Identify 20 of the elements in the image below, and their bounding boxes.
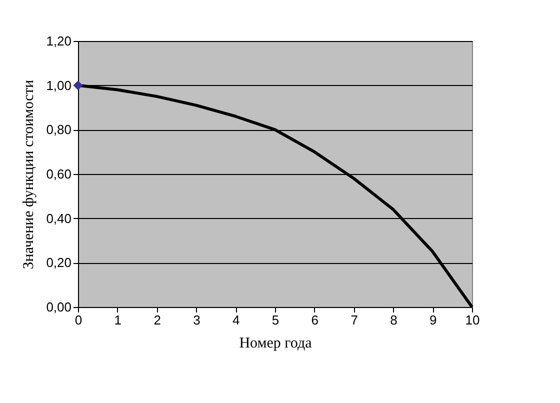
x-tick-label: 3 xyxy=(193,312,200,328)
x-tick-label: 6 xyxy=(311,312,319,328)
y-tick-label: 0,60 xyxy=(46,166,72,182)
x-tick-label: 10 xyxy=(465,312,480,328)
x-tick-label: 4 xyxy=(232,312,240,328)
x-tick-label: 1 xyxy=(114,312,122,328)
x-tick-label: 9 xyxy=(429,312,437,328)
y-axis-title: Значение функции стоимости xyxy=(21,80,38,270)
x-tick-label: 8 xyxy=(390,312,398,328)
y-tick-label: 0,20 xyxy=(46,255,72,270)
x-axis-title: Номер года xyxy=(239,336,312,352)
x-tick-label: 5 xyxy=(272,312,280,328)
x-tick-label: 2 xyxy=(154,312,161,328)
x-tick-label: 0 xyxy=(74,312,82,328)
x-tick-label: 7 xyxy=(350,312,358,328)
y-tick-label: 1,00 xyxy=(46,78,72,93)
y-tick-label: 0,00 xyxy=(46,300,72,314)
y-tick-label: 0,40 xyxy=(46,210,72,226)
y-tick-label: 0,80 xyxy=(46,122,72,138)
y-tick-label: 1,20 xyxy=(46,34,72,48)
